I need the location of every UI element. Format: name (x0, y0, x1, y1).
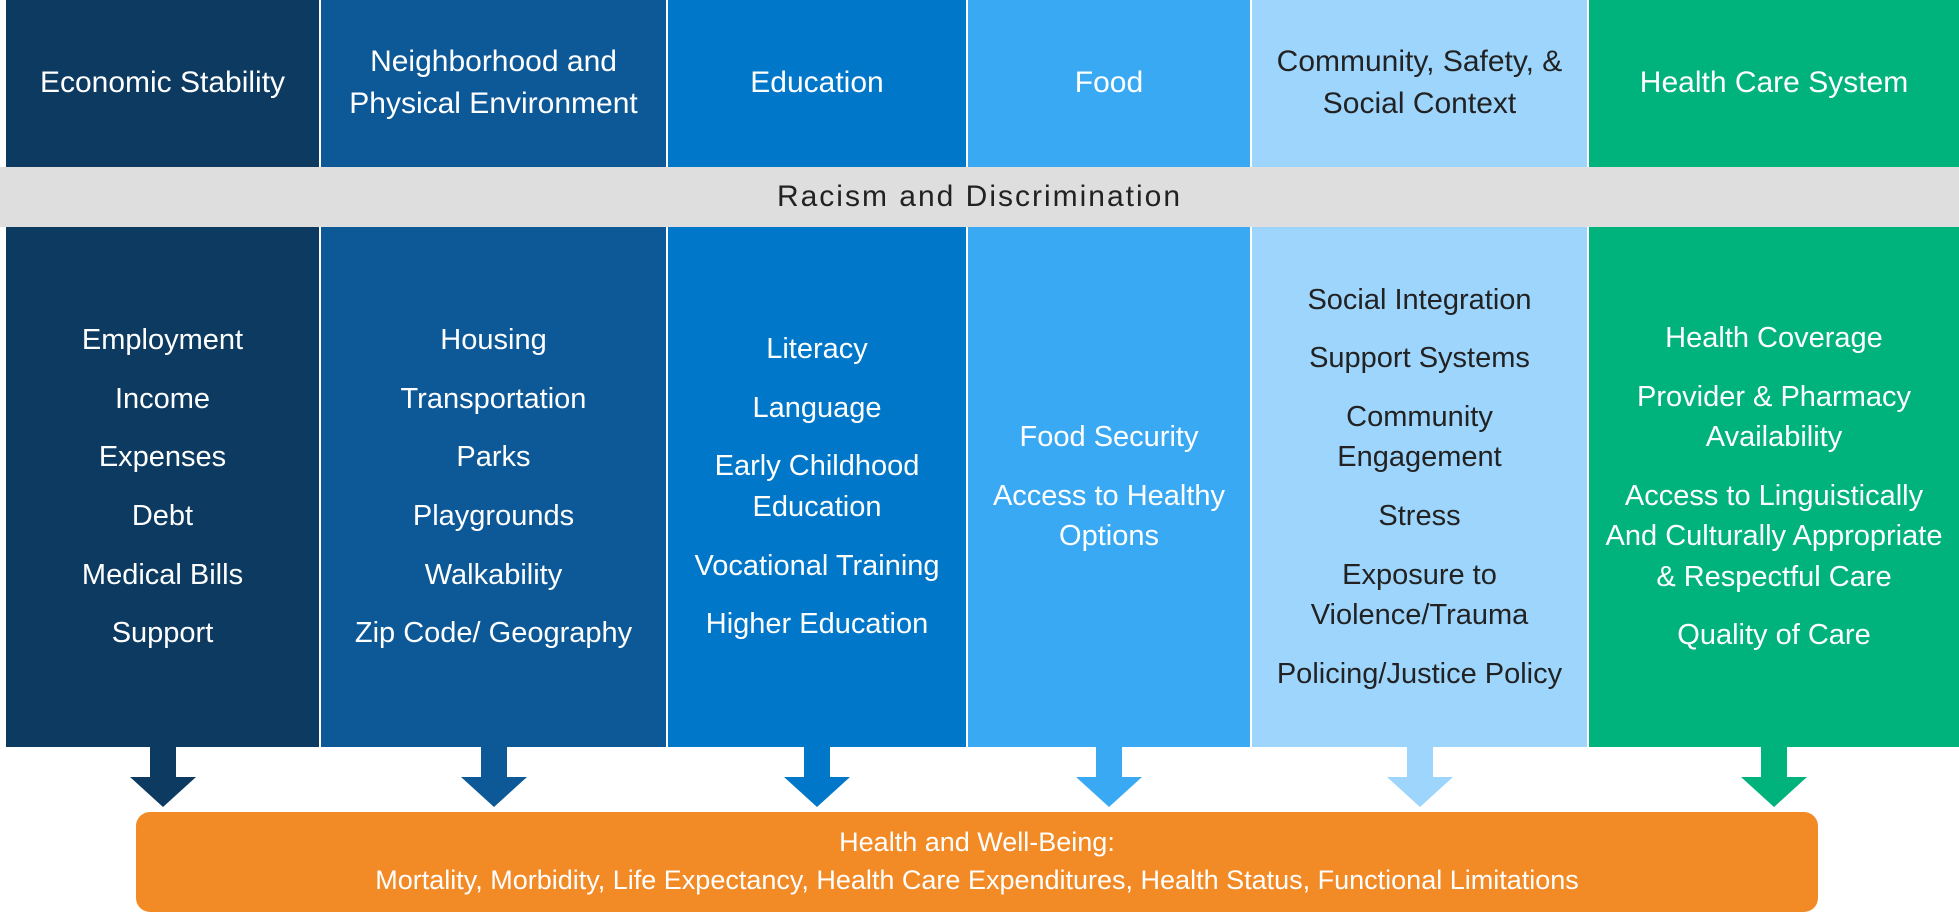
arrow (1741, 747, 1807, 807)
item: Support (111, 617, 214, 650)
arrow-shape (1386, 747, 1453, 807)
column: Economic Stability Employment Income Expens… (6, 0, 319, 747)
item: Community Engagement (1337, 400, 1502, 474)
item: Playgrounds (412, 500, 575, 532)
arrow (129, 747, 196, 807)
column: Community, Safety, & Social Context Socia… (1252, 0, 1587, 747)
item: Debt (131, 500, 194, 532)
item: Housing (440, 324, 547, 357)
item: Medical Bills (81, 558, 244, 591)
column-header: Economic Stability (39, 65, 286, 99)
arrow (1386, 747, 1453, 807)
column-header: Food (1074, 65, 1144, 99)
arrow-shape (784, 747, 850, 807)
item: Provider & Pharmacy Availability (1637, 380, 1911, 454)
item: Policing/Justice Policy (1276, 657, 1563, 690)
item: Higher Education (705, 608, 929, 641)
item: Health Coverage (1665, 321, 1883, 354)
item: Stress (1378, 500, 1461, 532)
item: Support Systems (1309, 342, 1530, 375)
column-items: Food Security Access to Healthy Options (968, 227, 1250, 747)
column-header: Neighborhood and Physical Environment (349, 44, 638, 120)
outcome-text: Mortality, Morbidity, Life Expectancy, H… (375, 865, 1579, 895)
column-header: Health Care System (1639, 65, 1909, 99)
column: Neighborhood and Physical Environment Hou… (321, 0, 666, 747)
arrow (1076, 747, 1142, 807)
column-items: Social Integration Support Systems Communi… (1252, 227, 1587, 747)
item: Vocational Training (694, 549, 940, 582)
column-items: Health Coverage Provider & Pharmacy Avail… (1589, 227, 1959, 747)
column: Food Food Security Access to Healthy Optio… (968, 0, 1250, 747)
item: Expenses (98, 441, 227, 474)
arrow (784, 747, 850, 807)
column: Health Care System Health Coverage Provide… (1589, 0, 1959, 747)
item: Access to Linguistically And Culturally … (1605, 479, 1943, 593)
item: Exposure to Violence/Trauma (1310, 558, 1529, 632)
item: Access to Healthy Options (992, 479, 1226, 553)
band: Racism and Discrimination (0, 167, 1959, 227)
item: Employment (81, 324, 244, 357)
item: Zip Code/ Geography (354, 617, 633, 650)
arrow (460, 747, 527, 807)
column-items: Literacy Language Early Childhood Educatio… (668, 227, 966, 747)
column-header: Community, Safety, & Social Context (1276, 44, 1563, 120)
item: Language (752, 391, 882, 424)
arrow-shape (460, 747, 527, 807)
arrow-shape (1741, 747, 1807, 807)
item: Income (114, 382, 211, 415)
column: Education Literacy Language Early Childhood… (668, 0, 966, 747)
item: Literacy (766, 333, 868, 366)
outcome-title: Health and Well-Being: (839, 827, 1115, 858)
arrow-shape (129, 747, 196, 807)
outcome: Health and Well-Being: Mortality, Morbid… (136, 812, 1818, 912)
column-header: Education (750, 65, 884, 99)
item: Quality of Care (1677, 619, 1871, 652)
item: Transportation (400, 382, 587, 415)
arrow-shape (1076, 747, 1142, 807)
item: Early Childhood Education (714, 450, 920, 523)
column-items: Employment Income Expenses Debt Medical Bill… (6, 227, 319, 747)
item: Parks (456, 441, 531, 474)
column-items: Housing Transportation Parks Playgrounds Wal… (321, 227, 666, 747)
item: Food Security (1019, 421, 1199, 454)
item: Walkability (424, 558, 563, 591)
item: Social Integration (1307, 283, 1532, 316)
